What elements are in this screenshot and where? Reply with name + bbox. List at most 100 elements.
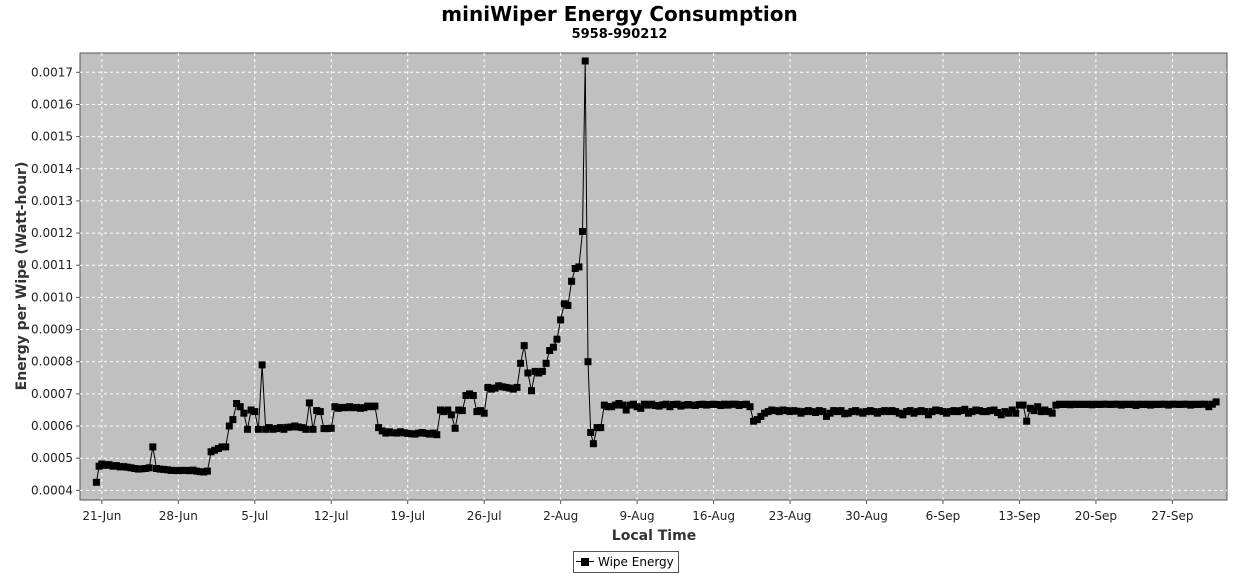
x-tick-label: 26-Jul (467, 509, 502, 523)
data-point-marker (123, 463, 131, 471)
data-point-marker (393, 429, 401, 437)
data-point-marker (240, 409, 248, 417)
data-point-marker (768, 406, 776, 414)
legend-swatch-icon (576, 556, 594, 568)
data-point-marker (910, 409, 918, 417)
data-point-marker (786, 408, 794, 416)
data-point-marker (295, 423, 302, 431)
data-point-marker (710, 400, 718, 408)
y-axis-title: Energy per Wipe (Watt-hour) (14, 162, 30, 391)
data-point-marker (735, 402, 743, 409)
data-point-marker (346, 403, 353, 411)
data-point-marker (382, 429, 390, 437)
data-point-marker (826, 409, 834, 417)
y-tick-label: 0.0004 (31, 483, 73, 497)
data-point-marker (1037, 408, 1045, 416)
data-point-marker (859, 409, 867, 417)
data-point-marker (724, 401, 732, 409)
data-point-marker (906, 407, 914, 415)
legend-label: Wipe Energy (598, 555, 674, 569)
data-point-marker (681, 401, 688, 409)
data-point-marker (1026, 404, 1034, 412)
data-point-marker (298, 424, 306, 432)
data-point-marker (863, 408, 870, 416)
data-point-marker (338, 403, 346, 411)
data-point-marker (753, 416, 761, 424)
data-point-marker (564, 301, 572, 309)
data-point-marker (895, 409, 903, 417)
data-point-marker (844, 409, 852, 417)
data-point-marker (1099, 400, 1107, 408)
data-point-marker (866, 407, 874, 415)
data-point-marker (779, 406, 787, 414)
data-point-marker (331, 403, 339, 411)
data-point-marker (335, 404, 342, 412)
y-tick-label: 0.0014 (31, 162, 73, 176)
data-point-marker (353, 403, 361, 411)
data-point-marker (196, 468, 204, 476)
data-point-marker (761, 409, 769, 417)
data-point-marker (549, 343, 557, 351)
data-point-marker (670, 401, 677, 408)
data-point-marker (946, 408, 954, 416)
data-point-marker (327, 424, 335, 432)
chart-subtitle: 5958-990212 (571, 27, 668, 42)
data-point-marker (1179, 400, 1187, 408)
data-point-marker (557, 316, 565, 324)
data-point-marker (571, 265, 579, 272)
data-point-marker (1150, 400, 1158, 408)
data-point-marker (1132, 402, 1140, 409)
data-point-marker (1128, 400, 1136, 408)
data-point-marker (581, 57, 589, 65)
data-point-marker (673, 400, 681, 408)
data-point-marker (1005, 409, 1012, 417)
x-tick-label: 28-Jun (159, 509, 198, 523)
y-tick-label: 0.0010 (31, 290, 73, 304)
data-point-marker (1147, 401, 1154, 409)
data-point-marker (903, 408, 911, 416)
x-tick-label: 20-Sep (1075, 509, 1117, 523)
data-point-marker (1059, 401, 1067, 408)
data-point-marker (600, 401, 608, 409)
data-point-marker (637, 404, 645, 412)
data-point-marker (484, 383, 492, 391)
data-point-marker (1161, 400, 1169, 408)
data-point-marker (287, 423, 295, 431)
data-point-marker (575, 263, 583, 271)
data-point-marker (877, 408, 885, 416)
data-point-marker (302, 425, 310, 433)
data-point-marker (386, 428, 393, 436)
data-point-marker (396, 428, 404, 436)
data-point-marker (990, 406, 998, 414)
data-point-marker (495, 382, 503, 390)
data-point-marker (513, 383, 521, 391)
data-point-marker (659, 401, 667, 409)
data-point-marker (699, 400, 707, 408)
data-point-marker (852, 407, 860, 415)
data-point-marker (1176, 401, 1184, 408)
data-point-marker (178, 466, 186, 474)
x-tick-label: 19-Jul (390, 509, 425, 523)
data-point-marker (1168, 400, 1176, 408)
data-point-marker (535, 369, 543, 377)
data-point-marker (305, 399, 313, 407)
data-point-marker (640, 400, 648, 408)
data-point-marker (921, 408, 929, 416)
data-point-marker (356, 404, 364, 412)
data-point-marker (153, 465, 160, 472)
data-point-marker (1056, 400, 1063, 408)
data-point-marker (823, 412, 830, 420)
data-point-marker (1158, 400, 1165, 408)
data-point-marker (819, 408, 827, 416)
data-point-marker (950, 407, 958, 415)
data-point-marker (418, 429, 426, 436)
data-point-marker (171, 466, 179, 474)
data-point-marker (433, 431, 441, 439)
data-point-marker (469, 392, 477, 399)
data-point-marker (320, 425, 328, 433)
data-point-marker (1114, 400, 1122, 408)
data-point-marker (1198, 400, 1205, 408)
data-point-marker (717, 402, 725, 409)
data-point-marker (873, 409, 881, 417)
data-point-marker (316, 408, 324, 416)
